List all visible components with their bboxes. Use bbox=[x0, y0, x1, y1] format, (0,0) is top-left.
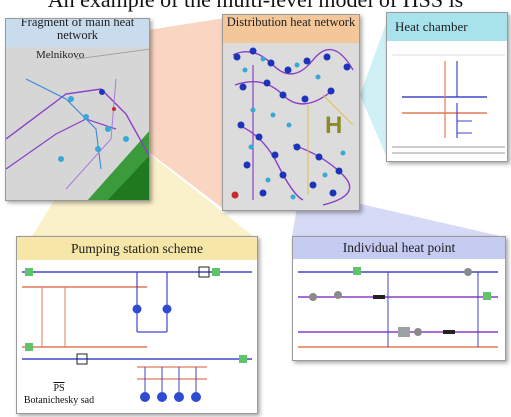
fragment-map bbox=[6, 48, 149, 200]
svg-text:H: H bbox=[325, 112, 342, 139]
heat-point-header bbox=[293, 237, 505, 259]
fragment-title: Fragment of main heat network bbox=[20, 18, 135, 42]
heat-chamber-title: Heat chamber bbox=[395, 19, 468, 34]
pumping-caption-line2: Botanichesky sad bbox=[23, 395, 95, 406]
heat-point-scheme bbox=[298, 267, 498, 348]
page-title: An example of the multi-level model of H… bbox=[0, 0, 511, 13]
heat-chamber-header bbox=[387, 13, 507, 41]
fragment-panel: Fragment of main heat network Melnikovo bbox=[5, 18, 150, 201]
pumping-header bbox=[17, 237, 257, 260]
heat-chamber-panel: Heat chamber bbox=[386, 12, 508, 162]
distribution-panel: Distribution heat network H bbox=[222, 14, 360, 211]
distribution-map: H bbox=[231, 47, 354, 206]
distribution-title: Distribution heat network bbox=[226, 15, 356, 29]
pumping-scheme bbox=[22, 266, 252, 402]
pumping-panel: Pumping station scheme PS Botanichesky s… bbox=[16, 236, 258, 414]
wedge-distribution-to-chamber bbox=[360, 18, 388, 160]
place-label: Melnikovo bbox=[36, 49, 85, 61]
fragment-header bbox=[6, 19, 149, 47]
heat-chamber-scheme bbox=[392, 54, 505, 154]
distribution-header bbox=[223, 15, 359, 43]
pumping-title: Pumping station scheme bbox=[71, 241, 203, 256]
heat-point-panel: Individual heat point bbox=[292, 236, 506, 361]
heat-point-title: Individual heat point bbox=[342, 240, 456, 255]
pumping-caption-line1: PS bbox=[53, 383, 65, 394]
